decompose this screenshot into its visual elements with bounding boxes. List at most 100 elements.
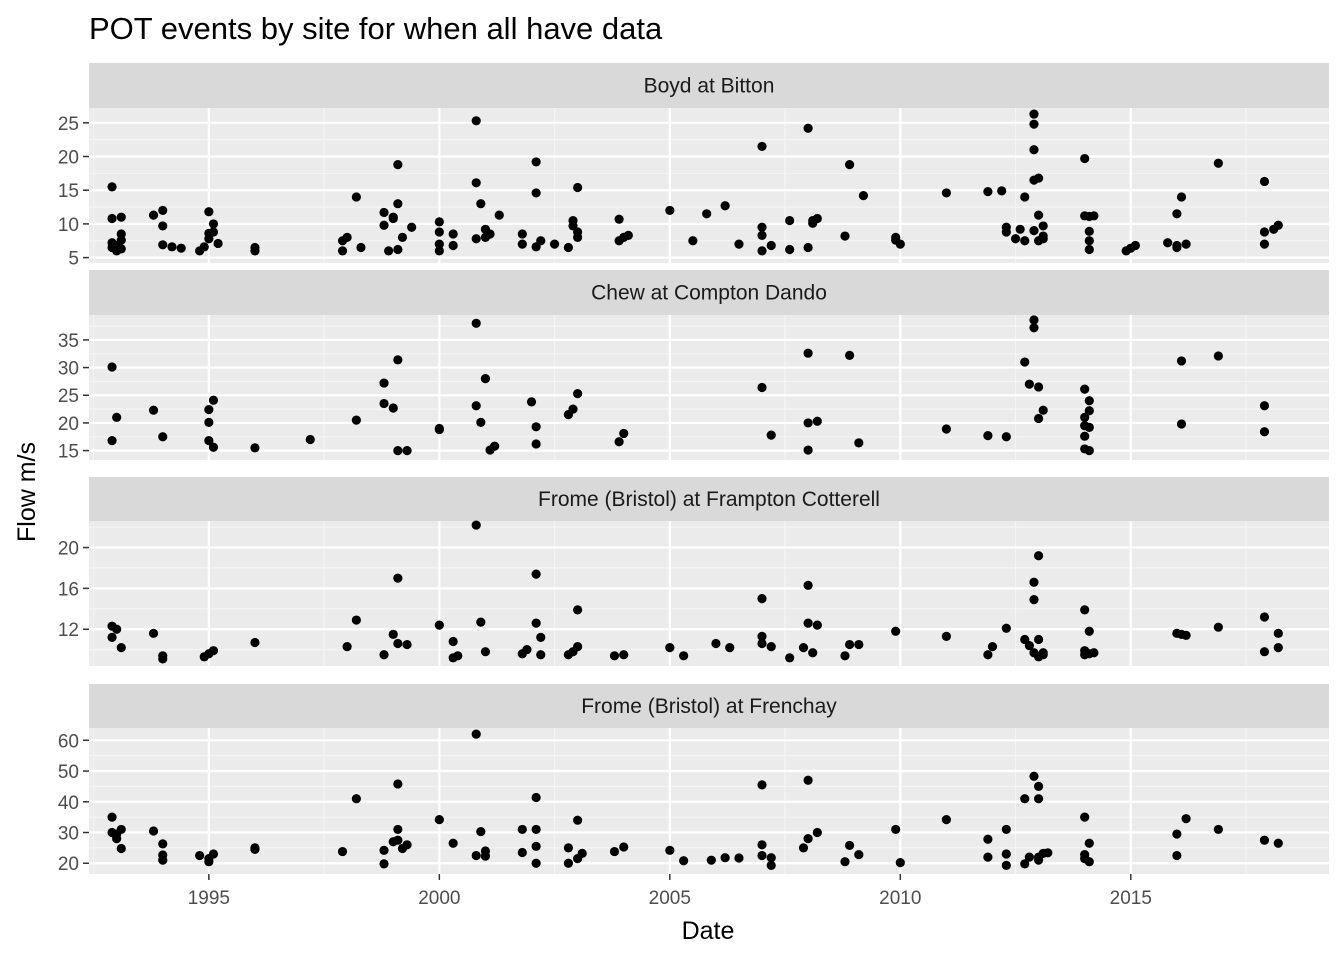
data-point (490, 441, 500, 451)
y-tick-label: 35 (58, 331, 79, 352)
data-point (1033, 855, 1044, 865)
data-point (803, 618, 813, 628)
data-point (379, 378, 389, 388)
facet-panel: Boyd at Bitton 5 10 15 20 25 (58, 63, 1329, 270)
data-point (494, 210, 504, 220)
data-point (1130, 240, 1140, 251)
data-point (1080, 431, 1090, 441)
data-point (531, 439, 541, 449)
data-point (609, 846, 620, 857)
data-point (1172, 209, 1182, 219)
data-point (195, 850, 205, 861)
data-point (577, 848, 587, 859)
data-point (116, 212, 126, 222)
data-point (891, 824, 901, 835)
panel-background (89, 521, 1329, 666)
data-point (531, 157, 541, 167)
data-point (766, 860, 776, 870)
data-point (808, 648, 818, 658)
data-point (573, 388, 583, 399)
y-tick-label: 25 (58, 386, 79, 407)
data-point (471, 401, 481, 411)
data-point (107, 812, 117, 822)
data-point (393, 445, 403, 456)
data-point (384, 246, 394, 256)
data-point (448, 838, 458, 848)
data-point (434, 227, 444, 237)
data-point (388, 212, 398, 222)
data-point (1213, 622, 1223, 632)
data-point (619, 842, 629, 852)
data-point (706, 855, 716, 865)
data-point (1043, 848, 1053, 858)
x-axis: 1995 2000 2005 2010 2015 (188, 874, 1152, 909)
data-point (1273, 628, 1283, 638)
data-point (448, 229, 458, 239)
data-point (1259, 176, 1270, 187)
data-point (573, 182, 583, 193)
data-point (665, 845, 675, 855)
x-tick-label: 1995 (188, 888, 230, 909)
data-point (204, 417, 214, 427)
facet-panel: Frome (Bristol) at Frampton Cotterell 12 1… (58, 477, 1329, 666)
data-point (1080, 605, 1090, 615)
y-tick-label: 16 (58, 579, 79, 600)
data-point (379, 398, 389, 409)
data-point (393, 573, 403, 583)
data-point (342, 232, 352, 242)
data-point (1213, 351, 1223, 361)
data-point (766, 430, 776, 440)
data-point (757, 246, 767, 256)
data-point (148, 826, 159, 836)
data-point (812, 213, 822, 224)
data-point (844, 350, 855, 361)
data-point (158, 221, 168, 231)
data-point (997, 186, 1007, 196)
data-point (434, 217, 444, 227)
data-point (766, 240, 776, 251)
data-point (476, 617, 486, 627)
data-point (1029, 226, 1039, 236)
facet-strip-label: Chew at Compton Dando (591, 282, 827, 305)
data-point (573, 815, 583, 825)
data-point (1176, 419, 1187, 429)
y-tick-label: 30 (58, 359, 79, 380)
data-point (619, 650, 629, 660)
data-point (1020, 859, 1030, 869)
data-point (665, 643, 675, 653)
data-point (785, 215, 795, 226)
data-point (757, 382, 767, 393)
y-axis-title: Flow m/s (13, 442, 41, 542)
data-point (1038, 650, 1048, 660)
data-point (116, 229, 126, 239)
data-point (895, 858, 905, 868)
data-point (803, 775, 813, 785)
panel-background (89, 108, 1329, 263)
facet-panel: Frome (Bristol) at Frenchay 20 30 40 50 60 (58, 684, 1329, 875)
data-point (1172, 242, 1182, 253)
data-point (379, 207, 389, 218)
chart-title: POT events by site for when all have dat… (89, 11, 663, 46)
data-point (208, 849, 219, 859)
data-point (1084, 244, 1094, 255)
data-point (854, 438, 864, 448)
data-point (757, 850, 767, 861)
y-tick-label: 60 (58, 731, 79, 752)
data-point (393, 779, 403, 789)
data-point (522, 645, 532, 655)
data-point (379, 859, 389, 869)
data-point (1033, 382, 1044, 392)
data-point (1084, 236, 1094, 246)
data-point (476, 826, 486, 837)
data-point (803, 123, 813, 133)
data-point (480, 647, 491, 657)
data-point (803, 418, 813, 428)
data-point (393, 355, 403, 365)
data-point (1020, 357, 1030, 367)
data-point (208, 219, 219, 229)
y-tick-label: 15 (58, 181, 79, 202)
data-point (112, 412, 122, 422)
data-point (1038, 221, 1048, 231)
data-point (1020, 236, 1030, 246)
data-point (393, 160, 403, 170)
